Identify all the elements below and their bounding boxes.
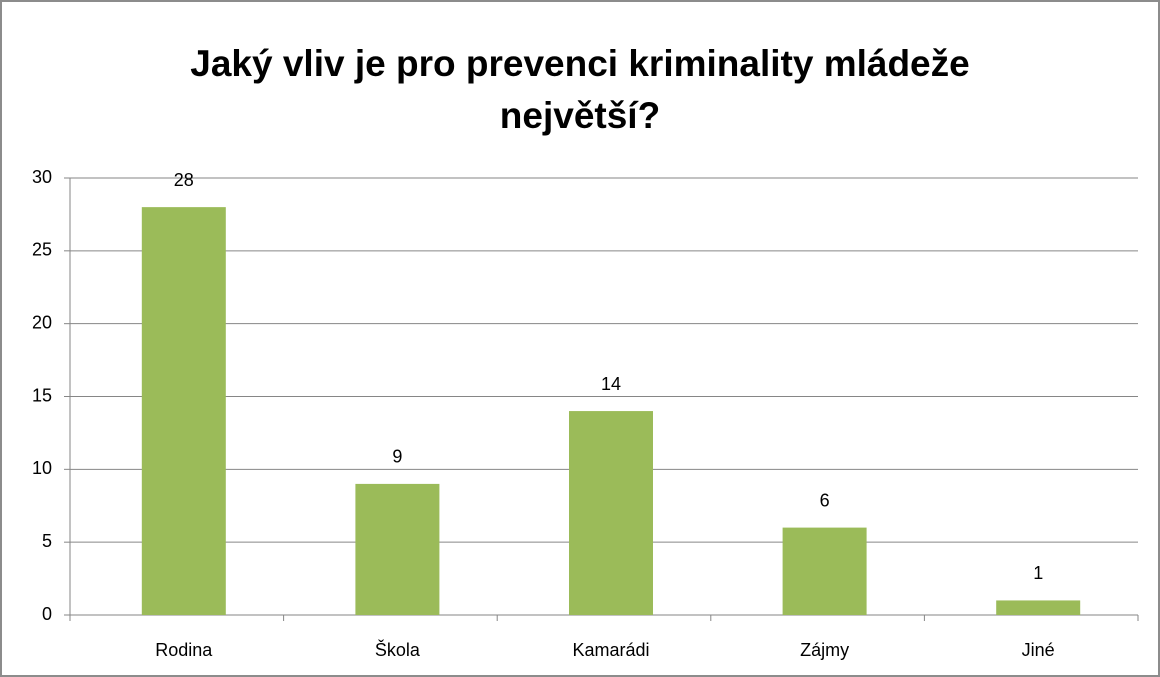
chart-title: Jaký vliv je pro prevenci kriminality ml…: [190, 43, 970, 136]
y-tick-label: 30: [32, 167, 52, 187]
y-tick-label: 25: [32, 240, 52, 260]
y-tick-label: 20: [32, 312, 52, 332]
y-tick-label: 15: [32, 385, 52, 405]
x-tick-label: Kamarádi: [572, 640, 649, 660]
x-tick-label: Rodina: [155, 640, 213, 660]
bar: [996, 600, 1081, 615]
bar: [569, 411, 653, 615]
x-tick-label: Jiné: [1022, 640, 1055, 660]
y-tick-label: 5: [42, 531, 52, 551]
data-label: 1: [1033, 563, 1043, 583]
data-label: 28: [174, 170, 194, 190]
data-label: 14: [601, 374, 621, 394]
bar: [355, 483, 440, 615]
x-tick-label: Škola: [375, 639, 421, 660]
bar: [782, 527, 867, 615]
data-label: 6: [820, 490, 830, 510]
x-tick-label: Zájmy: [800, 640, 849, 660]
y-tick-label: 0: [42, 604, 52, 624]
bar: [141, 207, 226, 615]
y-tick-label: 10: [32, 458, 52, 478]
data-label: 9: [392, 447, 402, 467]
